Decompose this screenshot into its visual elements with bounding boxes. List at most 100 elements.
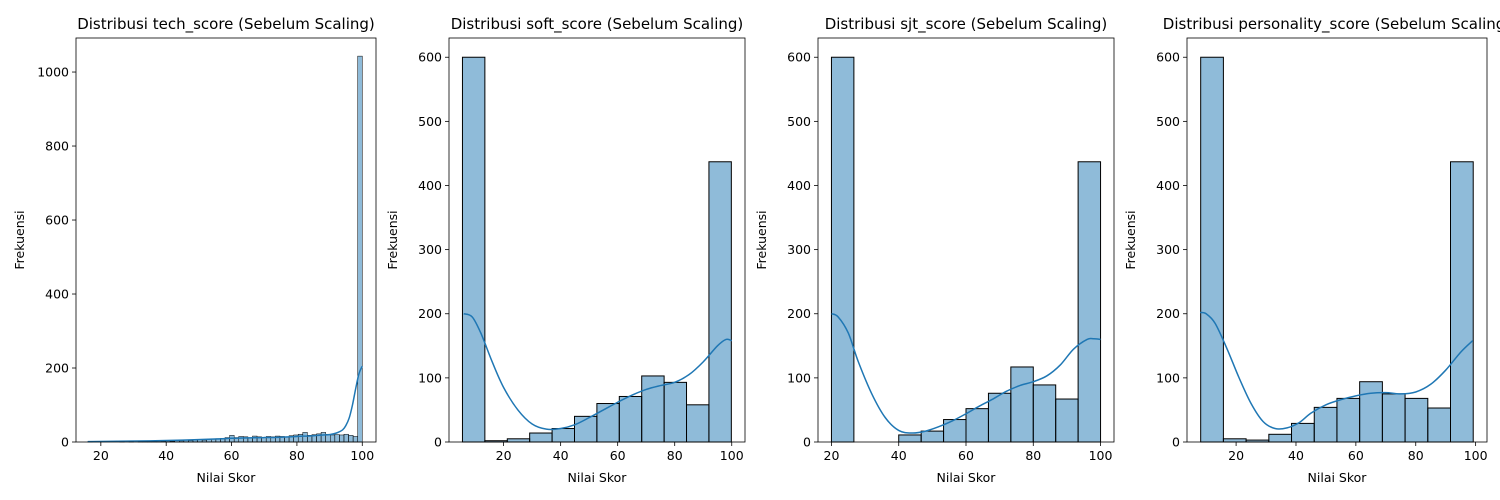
kde-line [87, 365, 363, 443]
histogram-bar [686, 404, 710, 443]
histogram-bar [898, 434, 922, 443]
y-tick-label: 100 [418, 370, 442, 385]
y-tick-label: 300 [787, 242, 811, 257]
y-tick-label: 500 [787, 114, 811, 129]
histogram-bar [352, 436, 358, 443]
x-tick-label: 100 [1464, 448, 1488, 463]
y-axis-label: Frekuensi [12, 210, 27, 269]
histogram-bar [965, 408, 989, 443]
y-tick-label: 400 [1156, 178, 1180, 193]
histogram-bar [1268, 433, 1293, 443]
histogram-bar [1222, 438, 1247, 443]
y-tick-label: 200 [418, 306, 442, 321]
x-tick-label: 100 [1089, 448, 1113, 463]
histogram-bar [987, 392, 1012, 443]
y-tick-label: 200 [787, 306, 811, 321]
x-tick-label: 20 [93, 448, 109, 463]
histogram-bar [1200, 56, 1224, 443]
y-tick-label: 600 [45, 213, 69, 228]
histogram-bar [1077, 161, 1102, 443]
histogram-bar [618, 395, 643, 443]
y-tick-label: 600 [787, 50, 811, 65]
x-tick-label: 60 [958, 448, 974, 463]
chart-panel-3: 20 40 60 80 100 0 100 200 300 400 500 600 Distribusi… [754, 15, 1115, 485]
y-tick-label: 300 [1156, 242, 1180, 257]
x-tick-label: 100 [350, 448, 374, 463]
kde-line [831, 313, 1101, 434]
histogram-bar [297, 433, 304, 443]
histogram-bar [334, 434, 340, 443]
x-tick-label: 20 [1228, 448, 1244, 463]
histogram-bars [1200, 56, 1474, 443]
axes-frame [448, 37, 746, 443]
histogram-bar [339, 434, 345, 443]
histogram-bars [461, 56, 732, 443]
x-tick-label: 40 [158, 448, 174, 463]
x-tick-label: 80 [289, 448, 305, 463]
x-axis-label: Nilai Skor [568, 470, 628, 485]
y-tick-label: 200 [45, 361, 69, 376]
x-tick-label: 80 [1408, 448, 1424, 463]
y-tick-label: 400 [787, 178, 811, 193]
histogram-bar [1336, 397, 1361, 443]
histogram-bar [1313, 406, 1338, 443]
y-axis-label: Frekuensi [1123, 210, 1138, 269]
y-tick-label: 0 [61, 435, 69, 450]
y-tick-label: 100 [1156, 370, 1180, 385]
histogram-bars [87, 55, 363, 443]
axes-frame [75, 37, 377, 443]
y-tick-label: 600 [418, 50, 442, 65]
histogram-bar [343, 433, 349, 443]
y-tick-label: 400 [418, 178, 442, 193]
histogram-bar [320, 432, 326, 443]
histogram-bar [1450, 161, 1474, 443]
x-tick-label: 60 [224, 448, 240, 463]
histogram-bar [1381, 393, 1406, 443]
histogram-bar [1055, 398, 1079, 443]
histogram-bar [238, 436, 244, 443]
axes-frame [817, 37, 1115, 443]
x-tick-label: 80 [1025, 448, 1041, 463]
chart-panel-4: 20 40 60 80 100 0 100 200 300 400 500 600 Distribusi… [1123, 15, 1500, 485]
y-tick-label: 0 [434, 435, 442, 450]
histogram-bar [708, 161, 732, 443]
histogram-bar [302, 432, 308, 443]
histogram-bar [830, 56, 855, 443]
y-tick-label: 0 [803, 435, 811, 450]
histogram-bar [529, 432, 553, 443]
kde-line [1200, 311, 1474, 430]
histogram-bar [1427, 407, 1452, 443]
histogram-bar [506, 438, 531, 443]
y-tick-label: 500 [1156, 114, 1180, 129]
y-tick-label: 600 [1156, 50, 1180, 65]
histogram-bar [1032, 384, 1057, 443]
axes-frame [1186, 37, 1488, 443]
histogram-bar [596, 403, 620, 443]
x-axis-label: Nilai Skor [197, 470, 257, 485]
histogram-bar [1010, 366, 1034, 443]
histogram-bar [357, 55, 363, 443]
y-axis-label: Frekuensi [754, 210, 769, 269]
x-tick-label: 20 [496, 448, 512, 463]
x-axis-label: Nilai Skor [1308, 470, 1368, 485]
chart-title: Distribusi sjt_score (Sebelum Scaling) [825, 15, 1108, 34]
histogram-bar [1404, 397, 1429, 443]
chart-title: Distribusi personality_score (Sebelum Sc… [1163, 15, 1500, 34]
histogram-bar [920, 430, 945, 443]
y-tick-label: 500 [418, 114, 442, 129]
chart-title: Distribusi tech_score (Sebelum Scaling) [77, 15, 375, 34]
y-tick-label: 300 [418, 242, 442, 257]
x-tick-label: 60 [1348, 448, 1364, 463]
histogram-bar [252, 435, 258, 443]
chart-title: Distribusi soft_score (Sebelum Scaling) [451, 15, 744, 34]
kde-line [463, 313, 732, 431]
histogram-bar [551, 428, 576, 443]
x-tick-label: 20 [824, 448, 840, 463]
y-tick-label: 1000 [37, 65, 69, 80]
x-tick-label: 80 [667, 448, 683, 463]
x-tick-label: 40 [553, 448, 569, 463]
x-axis-label: Nilai Skor [937, 470, 997, 485]
y-tick-label: 200 [1156, 306, 1180, 321]
histogram-bar [348, 435, 354, 443]
